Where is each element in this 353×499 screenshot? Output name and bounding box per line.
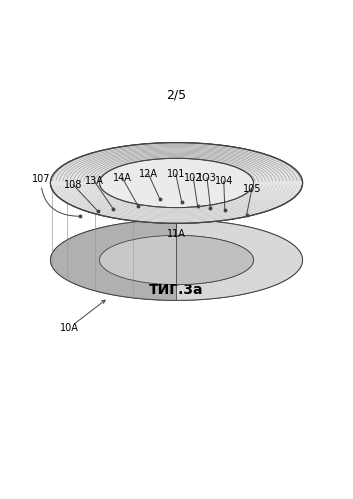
Ellipse shape — [50, 143, 303, 224]
Text: 1O3: 1O3 — [197, 173, 217, 183]
Ellipse shape — [100, 158, 253, 208]
Text: 14A: 14A — [113, 173, 132, 183]
Ellipse shape — [50, 220, 303, 300]
Text: 108: 108 — [64, 180, 82, 190]
Ellipse shape — [100, 236, 253, 284]
Text: 104: 104 — [215, 176, 233, 186]
Text: ΤИГ.3a: ΤИГ.3a — [149, 283, 204, 297]
Polygon shape — [50, 143, 176, 300]
Text: 2/5: 2/5 — [166, 89, 187, 102]
Polygon shape — [176, 143, 303, 300]
Text: 107: 107 — [32, 174, 51, 184]
Text: 102: 102 — [184, 173, 203, 183]
Text: 105: 105 — [243, 184, 261, 194]
Text: 10A: 10A — [60, 323, 79, 333]
Text: 11A: 11A — [167, 229, 186, 239]
Text: 13A: 13A — [85, 176, 104, 186]
Text: 101: 101 — [167, 169, 185, 179]
Text: 12A: 12A — [139, 169, 158, 179]
Polygon shape — [176, 158, 253, 284]
